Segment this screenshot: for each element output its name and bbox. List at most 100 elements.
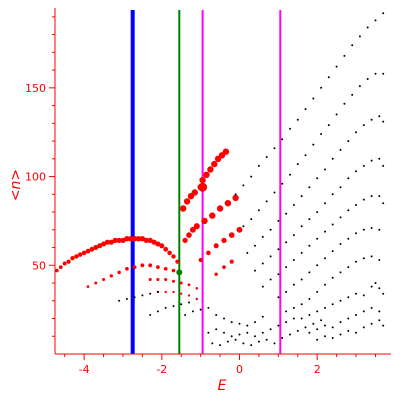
data-point-1-183 xyxy=(339,321,342,324)
data-point-1-128 xyxy=(180,303,183,306)
data-point-1-143 xyxy=(223,331,225,334)
data-point-1-133 xyxy=(207,306,210,309)
data-point-1-36 xyxy=(366,78,369,80)
data-point-0-35 xyxy=(109,274,113,278)
data-point-0-58 xyxy=(199,176,206,184)
data-point-1-71 xyxy=(355,170,357,173)
data-point-0-50 xyxy=(195,287,199,290)
data-point-1-81 xyxy=(300,251,303,254)
data-point-1-131 xyxy=(191,310,194,313)
data-point-1-94 xyxy=(285,290,288,293)
data-point-0-52 xyxy=(164,290,167,294)
data-point-1-145 xyxy=(238,333,241,336)
data-point-0-29 xyxy=(167,250,172,256)
data-point-0-70 xyxy=(186,232,192,238)
data-point-1-77 xyxy=(269,278,272,281)
data-point-0-28 xyxy=(163,246,169,252)
data-point-0-13 xyxy=(104,239,110,245)
data-point-1-139 xyxy=(254,321,256,324)
highlight-layer xyxy=(176,182,208,276)
data-point-1-19 xyxy=(382,12,385,15)
data-point-1-0 xyxy=(234,193,237,196)
x-tick-label-2: 0 xyxy=(236,363,243,376)
data-point-1-72 xyxy=(362,164,365,167)
data-point-1-108 xyxy=(308,298,311,300)
data-point-1-174 xyxy=(331,303,334,306)
data-point-0-72 xyxy=(193,223,200,230)
data-point-1-136 xyxy=(230,321,233,324)
data-point-0-41 xyxy=(156,265,160,269)
data-point-1-195 xyxy=(362,326,365,329)
data-point-0-47 xyxy=(172,279,175,283)
data-point-1-68 xyxy=(331,193,334,196)
data-point-1-54 xyxy=(362,124,365,127)
data-point-1-155 xyxy=(226,340,229,343)
data-point-1-117 xyxy=(378,259,381,261)
data-point-1-47 xyxy=(308,186,311,189)
points-layer xyxy=(55,12,385,347)
data-point-0-39 xyxy=(140,263,145,268)
data-point-1-91 xyxy=(378,195,381,198)
data-point-0-80 xyxy=(213,243,219,249)
data-point-1-156 xyxy=(234,338,237,341)
data-point-1-51 xyxy=(339,148,342,151)
data-point-1-18 xyxy=(374,19,377,22)
data-point-1-179 xyxy=(308,331,311,334)
data-point-1-5 xyxy=(273,147,276,150)
data-point-0-54 xyxy=(180,292,183,295)
data-point-1-191 xyxy=(331,337,334,339)
data-point-0-84 xyxy=(214,272,218,276)
data-point-1-135 xyxy=(223,317,225,320)
data-point-1-26 xyxy=(289,173,291,176)
data-point-1-180 xyxy=(316,328,319,331)
data-point-1-147 xyxy=(254,335,256,338)
data-point-1-198 xyxy=(382,324,385,327)
data-point-1-42 xyxy=(269,228,272,231)
data-point-1-60 xyxy=(269,255,272,258)
y-tick-label-2: 150 xyxy=(25,82,46,95)
data-point-1-37 xyxy=(374,72,377,75)
data-point-1-118 xyxy=(118,299,121,302)
data-point-1-114 xyxy=(355,260,357,263)
data-point-1-100 xyxy=(331,250,334,253)
data-point-1-129 xyxy=(188,301,190,304)
data-point-0-78 xyxy=(198,257,203,263)
data-point-0-64 xyxy=(222,148,230,155)
data-point-0-19 xyxy=(128,236,134,242)
data-point-1-159 xyxy=(257,340,260,343)
data-point-1-153 xyxy=(211,342,214,345)
data-point-0-40 xyxy=(148,263,153,268)
data-point-0-1 xyxy=(58,265,63,269)
data-point-1-109 xyxy=(316,290,319,293)
data-point-1-23 xyxy=(265,200,268,203)
data-point-1-194 xyxy=(355,331,357,334)
data-point-1-80 xyxy=(292,259,295,261)
data-point-1-89 xyxy=(362,198,365,201)
data-point-1-3 xyxy=(257,164,260,167)
data-point-0-32 xyxy=(86,285,90,288)
data-point-1-39 xyxy=(246,251,249,254)
data-point-1-96 xyxy=(300,278,303,281)
data-point-1-167 xyxy=(320,319,323,322)
data-point-0-83 xyxy=(236,226,243,233)
data-point-1-105 xyxy=(370,227,373,229)
data-point-1-53 xyxy=(355,131,357,134)
data-point-0-75 xyxy=(216,205,224,212)
y-tick-label-1: 100 xyxy=(25,171,46,184)
data-point-1-29 xyxy=(312,143,315,146)
data-point-1-48 xyxy=(316,177,319,180)
data-point-1-76 xyxy=(261,285,264,288)
data-point-1-172 xyxy=(316,310,319,313)
data-point-1-64 xyxy=(300,225,303,228)
data-point-1-61 xyxy=(277,248,280,251)
data-point-1-150 xyxy=(277,324,280,327)
data-point-0-24 xyxy=(147,237,153,244)
data-point-1-138 xyxy=(246,324,249,327)
data-point-1-31 xyxy=(327,124,330,127)
data-point-0-23 xyxy=(143,237,149,244)
data-point-1-197 xyxy=(378,319,381,322)
data-point-1-27 xyxy=(296,163,299,166)
data-point-1-83 xyxy=(316,237,319,240)
x-axis-title: E xyxy=(218,378,227,394)
